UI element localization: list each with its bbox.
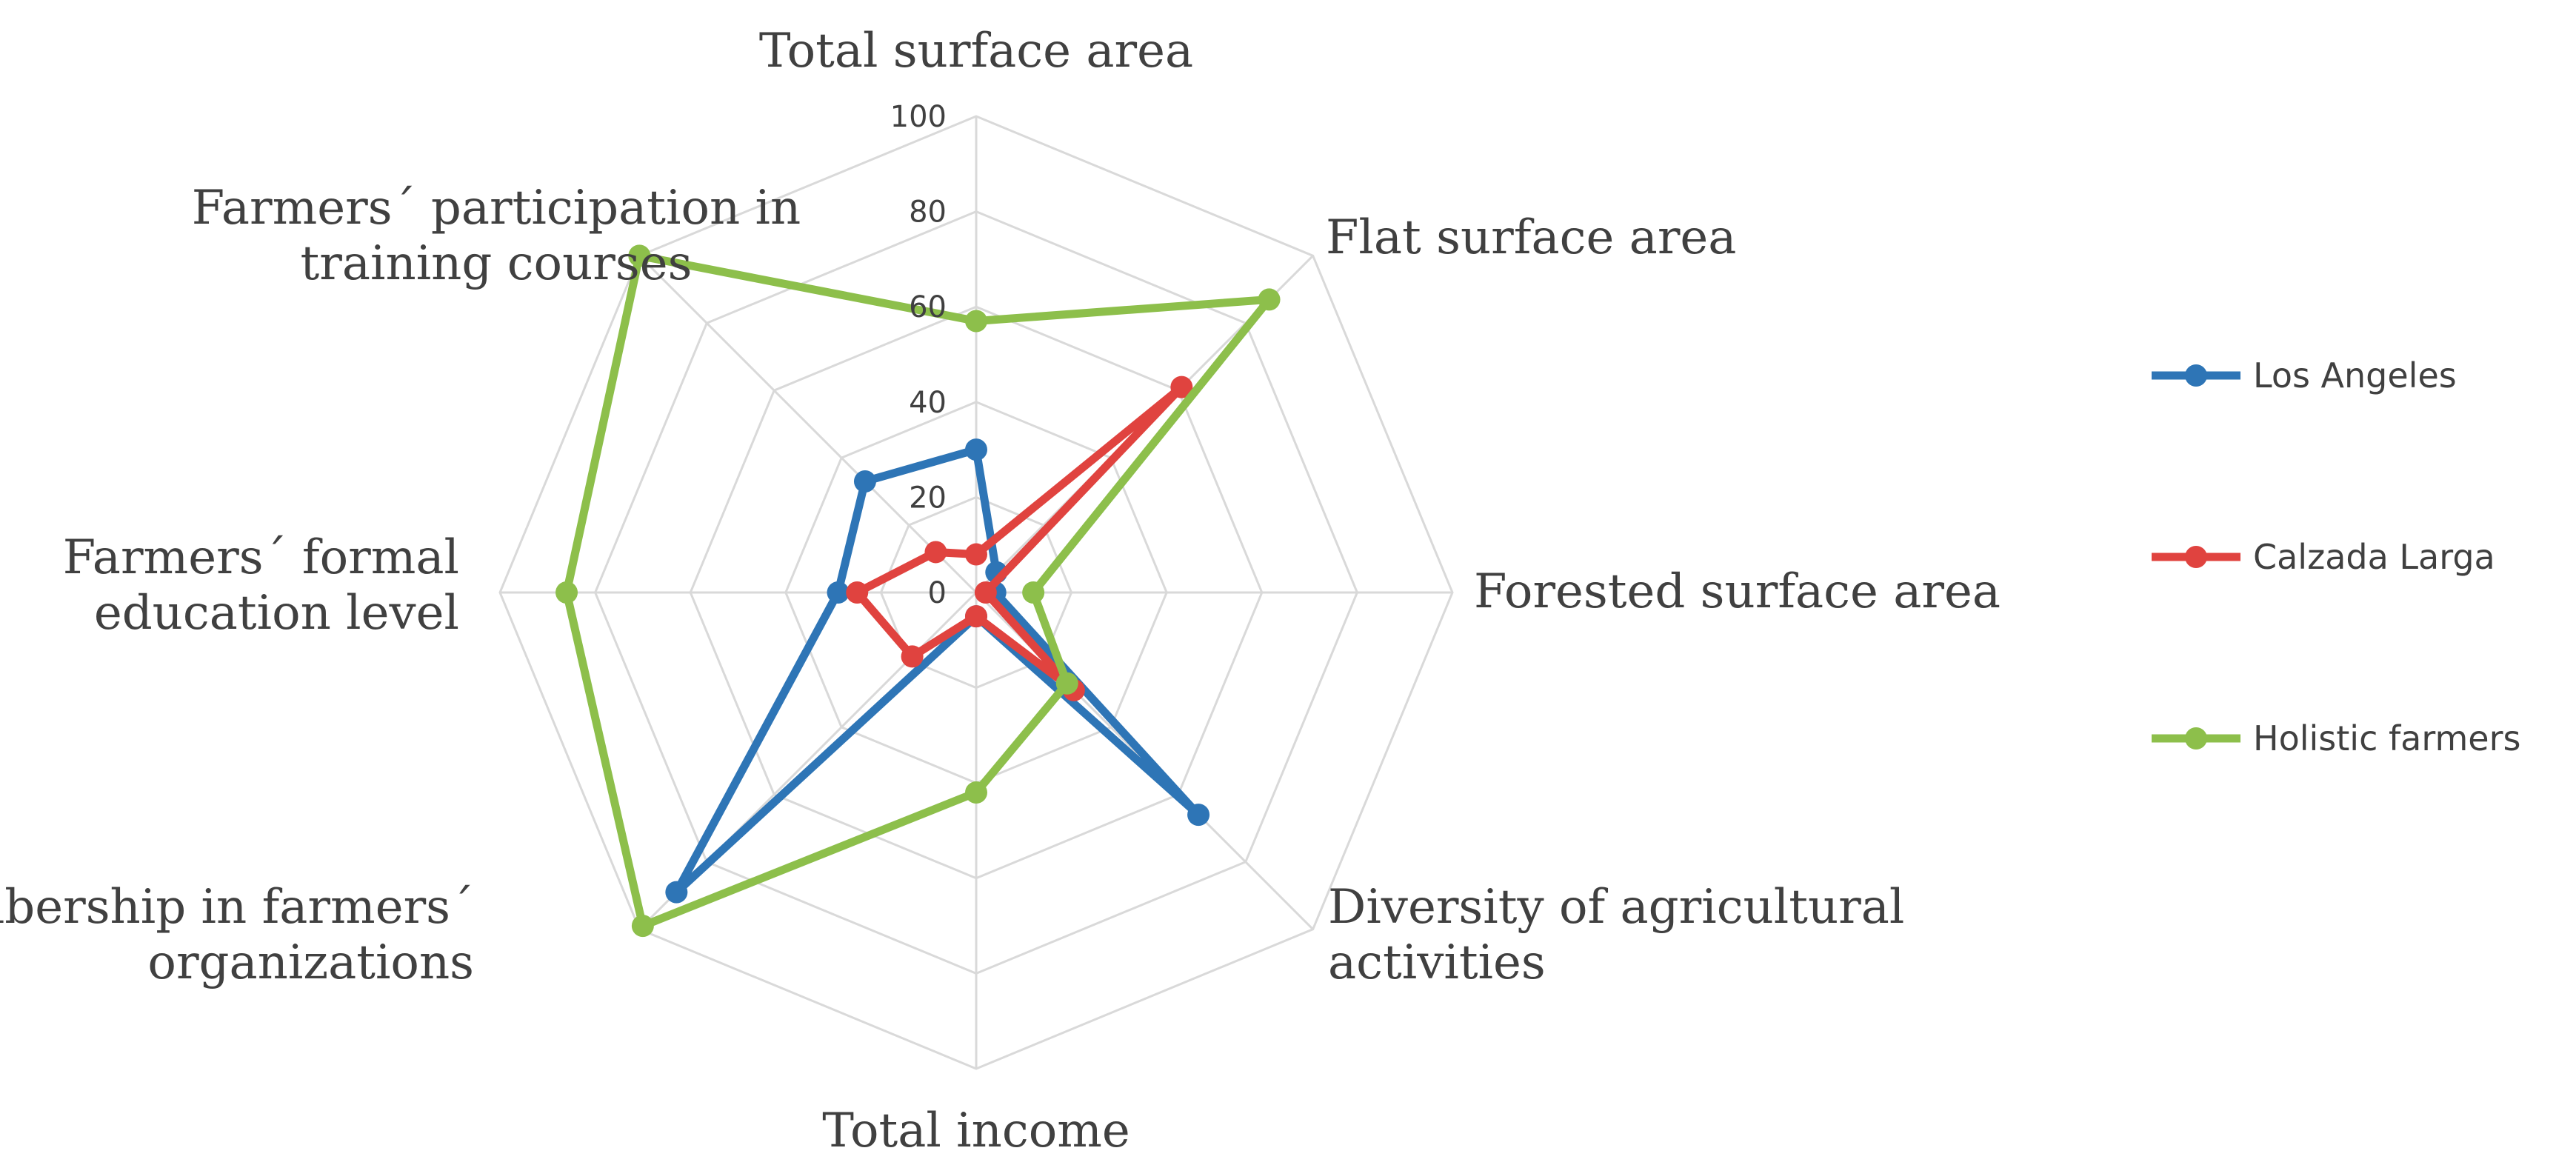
data-point-2-2	[1022, 581, 1045, 604]
data-point-1-5	[901, 645, 924, 668]
tick-label-40: 40	[909, 386, 947, 420]
legend-item-0: Los Angeles	[2152, 355, 2457, 395]
axis-label-5: Membership in farmers´organizations	[0, 880, 474, 990]
data-point-2-0	[965, 310, 987, 333]
tick-label-80: 80	[909, 196, 947, 230]
legend-item-1: Calzada Larga	[2152, 537, 2495, 577]
data-point-2-3	[1055, 672, 1078, 695]
series-line-2	[562, 251, 1274, 930]
legend-label-0: Los Angeles	[2253, 355, 2457, 395]
axis-label-7: Farmers´ participation in training course…	[192, 181, 801, 291]
radar-series	[555, 244, 1281, 938]
tick-label-0: 0	[928, 576, 947, 610]
data-point-1-7	[924, 541, 947, 564]
series-1	[846, 375, 1193, 701]
legend-swatch-marker-2	[2185, 727, 2207, 750]
legend-label-2: Holistic farmers	[2253, 718, 2520, 758]
radial-tick-labels: 0 20 40 60 80 100	[890, 100, 947, 610]
data-point-1-4	[965, 605, 987, 628]
axis-label-4: Total income	[822, 1104, 1130, 1158]
axis-label-2: Forested surface area	[1474, 564, 2001, 619]
data-point-0-5	[665, 881, 688, 904]
data-point-0-3	[1187, 804, 1210, 827]
series-line-1	[852, 383, 1186, 695]
data-point-1-6	[846, 581, 869, 604]
data-point-1-0	[965, 543, 987, 566]
data-point-2-7	[628, 244, 651, 267]
legend-item-2: Holistic farmers	[2152, 718, 2520, 758]
legend: Los Angeles Calzada Larga Holistic farmers	[2152, 355, 2520, 758]
data-point-1-2	[974, 581, 997, 604]
data-point-0-0	[965, 438, 987, 461]
data-point-1-1	[1170, 375, 1193, 398]
tick-label-60: 60	[909, 290, 947, 324]
legend-label-1: Calzada Larga	[2253, 537, 2495, 577]
legend-swatch-marker-0	[2185, 364, 2207, 387]
tick-label-100: 100	[890, 100, 947, 134]
data-point-2-4	[965, 781, 987, 804]
data-point-0-7	[853, 470, 876, 493]
axis-label-1: Flat surface area	[1326, 210, 1736, 265]
series-2	[555, 244, 1281, 938]
axis-label-6: Farmers´ formal education level	[63, 530, 459, 641]
axis-label-0: Total surface area	[759, 24, 1193, 79]
data-point-2-5	[631, 915, 654, 938]
data-point-2-6	[555, 581, 578, 604]
grid-spoke-7	[638, 255, 978, 594]
axis-labels: Total surface area Flat surface area Fores…	[0, 24, 2001, 1158]
axis-label-3: Diversity of agricultural activities	[1328, 880, 1904, 990]
data-point-2-1	[1258, 288, 1281, 311]
data-point-0-6	[827, 581, 850, 604]
tick-label-20: 20	[909, 481, 947, 515]
legend-swatch-marker-1	[2185, 546, 2207, 568]
